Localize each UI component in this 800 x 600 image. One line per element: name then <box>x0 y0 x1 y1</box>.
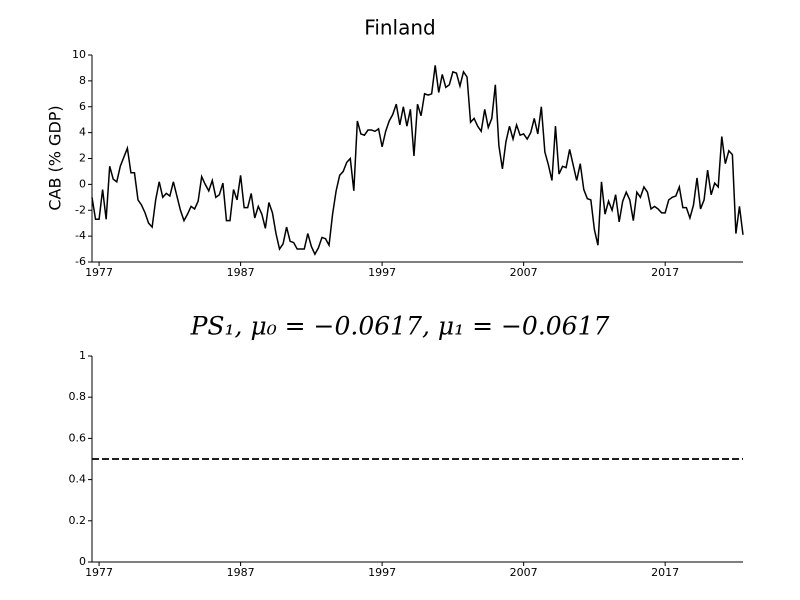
y-tick-label: 1 <box>79 349 86 362</box>
y-tick-label: -6 <box>75 255 86 268</box>
chart-title: Finland <box>364 16 435 40</box>
x-tick-label: 2007 <box>510 266 538 279</box>
data-line <box>91 65 744 256</box>
y-tick-label: 10 <box>72 48 86 61</box>
y-tick-label: 8 <box>79 74 86 87</box>
y-tick-label: 0.2 <box>69 514 87 527</box>
y-tick-label: 2 <box>79 152 86 165</box>
x-tick-label: 1997 <box>368 566 396 579</box>
y-tick-label: 0 <box>79 177 86 190</box>
x-tick-label: 1977 <box>85 566 113 579</box>
y-tick-label: 0 <box>79 555 86 568</box>
y-tick-label: 0.4 <box>69 473 87 486</box>
x-tick-label: 1997 <box>368 266 396 279</box>
y-tick-label: 0.8 <box>69 390 87 403</box>
x-tick-label: 1987 <box>227 266 255 279</box>
x-tick-label: 2007 <box>510 566 538 579</box>
y-tick-label: 6 <box>79 100 86 113</box>
x-tick-label: 2017 <box>651 266 679 279</box>
y-tick-label: 0.6 <box>69 431 87 444</box>
y-tick-label: -2 <box>75 203 86 216</box>
y-tick-label: 4 <box>79 126 86 139</box>
x-tick-label: 1987 <box>227 566 255 579</box>
x-tick-label: 1977 <box>85 266 113 279</box>
chart-title: PS₁, μ₀ = −0.0617, μ₁ = −0.0617 <box>190 312 610 341</box>
x-tick-label: 2017 <box>651 566 679 579</box>
y-tick-label: -4 <box>75 229 86 242</box>
y-axis-label: CAB (% GDP) <box>46 105 65 210</box>
